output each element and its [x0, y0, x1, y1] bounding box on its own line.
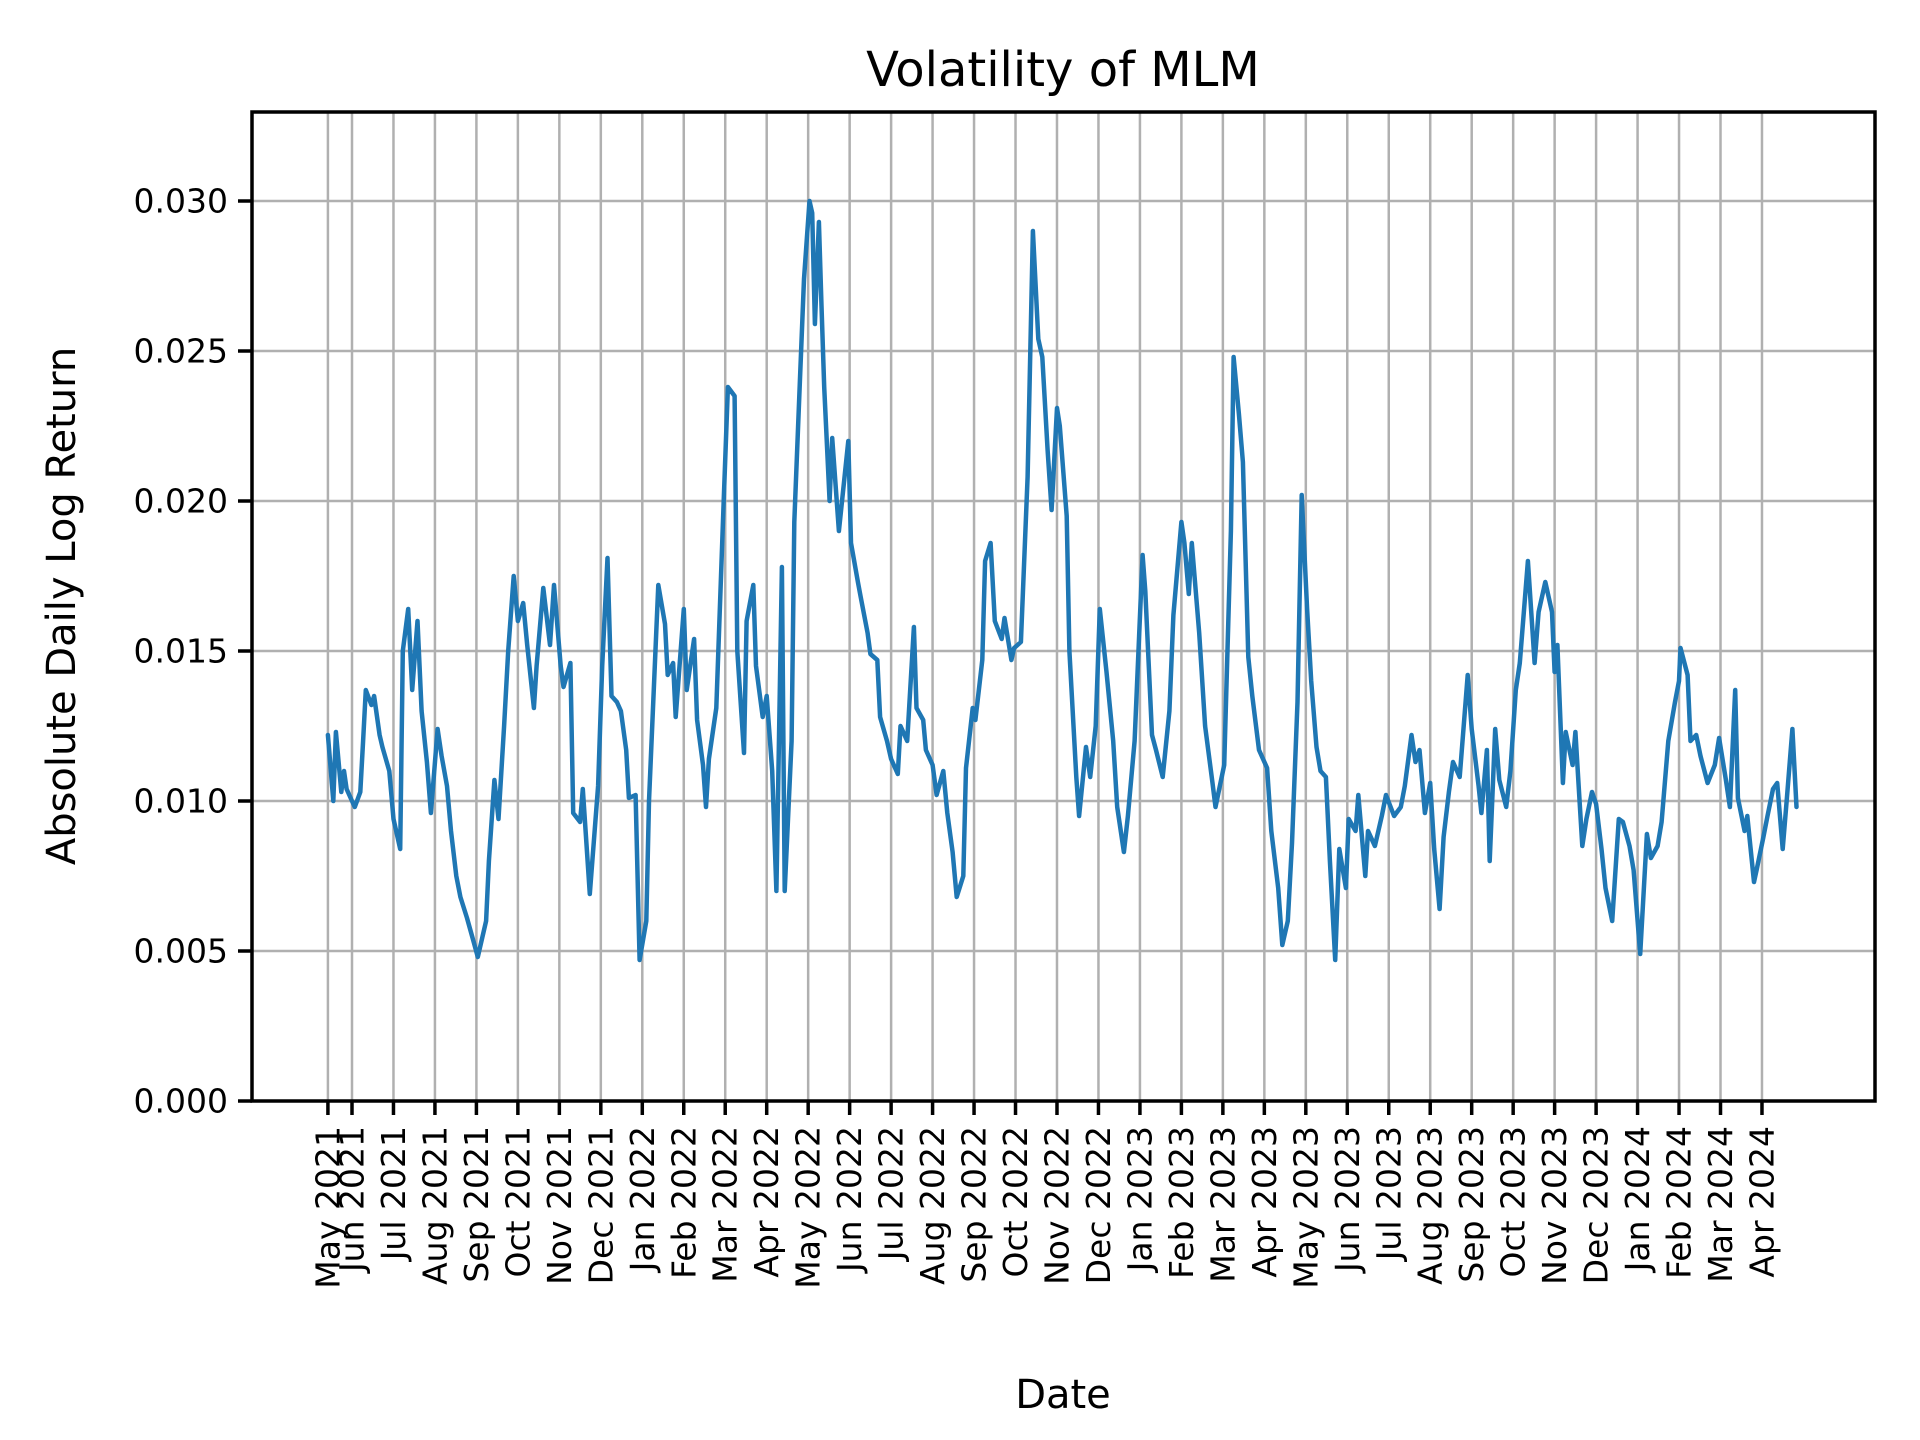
x-tick-label: Aug 2023 — [1411, 1126, 1450, 1285]
axes-spines — [250, 110, 1877, 1103]
x-tick-label: Jan 2024 — [1618, 1126, 1657, 1273]
x-tick-label: Jan 2022 — [623, 1126, 662, 1273]
x-tick-label: Nov 2023 — [1535, 1126, 1574, 1285]
y-tick-label: 0.030 — [134, 182, 228, 221]
axis-tick-marks — [238, 199, 1764, 1115]
grid-lines — [252, 112, 1875, 1101]
x-tick-label: Dec 2021 — [581, 1126, 620, 1284]
y-tick-label: 0.000 — [134, 1082, 228, 1121]
x-tick-label: Sep 2022 — [955, 1126, 994, 1283]
x-tick-label: May 2021 — [308, 1126, 347, 1289]
x-tick-label: Jul 2023 — [1369, 1126, 1408, 1262]
x-tick-label: Dec 2022 — [1079, 1126, 1118, 1284]
y-tick-label: 0.020 — [134, 482, 228, 521]
x-axis-label: Date — [1015, 1372, 1111, 1418]
x-tick-label: Jul 2021 — [374, 1126, 413, 1262]
y-tick-label: 0.015 — [134, 632, 228, 671]
volatility-series-line — [325, 198, 1799, 963]
x-tick-label: Apr 2022 — [747, 1126, 786, 1278]
x-tick-label: Oct 2023 — [1494, 1126, 1533, 1278]
x-tick-label: May 2023 — [1286, 1126, 1325, 1289]
x-tick-label: Mar 2022 — [706, 1126, 745, 1283]
x-tick-label: Sep 2021 — [457, 1126, 496, 1283]
x-tick-label: Aug 2021 — [415, 1126, 454, 1285]
x-tick-label: Aug 2022 — [913, 1126, 952, 1285]
x-tick-label: Jun 2021 — [333, 1126, 372, 1274]
x-tick-label: Oct 2021 — [498, 1126, 537, 1278]
x-tick-label: Apr 2024 — [1742, 1126, 1781, 1278]
x-tick-label: Oct 2022 — [996, 1126, 1035, 1278]
x-tick-label: Feb 2024 — [1660, 1126, 1699, 1279]
x-tick-label: Jun 2022 — [830, 1126, 869, 1274]
x-tick-label: Nov 2021 — [540, 1126, 579, 1285]
x-tick-label: Jul 2022 — [872, 1126, 911, 1262]
x-tick-label: Feb 2023 — [1162, 1126, 1201, 1279]
x-tick-label: Mar 2024 — [1701, 1126, 1740, 1283]
x-tick-label: Feb 2022 — [664, 1126, 703, 1279]
plot-border — [250, 110, 1877, 1103]
y-axis-label: Absolute Daily Log Return — [39, 347, 85, 865]
x-tick-label: Apr 2023 — [1245, 1126, 1284, 1278]
y-tick-label: 0.010 — [134, 782, 228, 821]
x-tick-label: Jan 2023 — [1120, 1126, 1159, 1273]
y-tick-label: 0.025 — [134, 332, 228, 371]
x-tick-label: Nov 2022 — [1037, 1126, 1076, 1285]
x-tick-label: Sep 2023 — [1452, 1126, 1491, 1283]
x-tick-label: Dec 2023 — [1577, 1126, 1616, 1284]
y-tick-label: 0.005 — [134, 932, 228, 971]
axis-tick-labels: 0.000 0.005 0.010 0.015 0.020 0.025 0.030 May 2… — [134, 182, 1782, 1289]
x-tick-label: May 2022 — [789, 1126, 828, 1289]
chart-title: Volatility of MLM — [866, 42, 1260, 98]
x-tick-label: Jun 2023 — [1328, 1126, 1367, 1274]
x-tick-label: Mar 2023 — [1203, 1126, 1242, 1283]
